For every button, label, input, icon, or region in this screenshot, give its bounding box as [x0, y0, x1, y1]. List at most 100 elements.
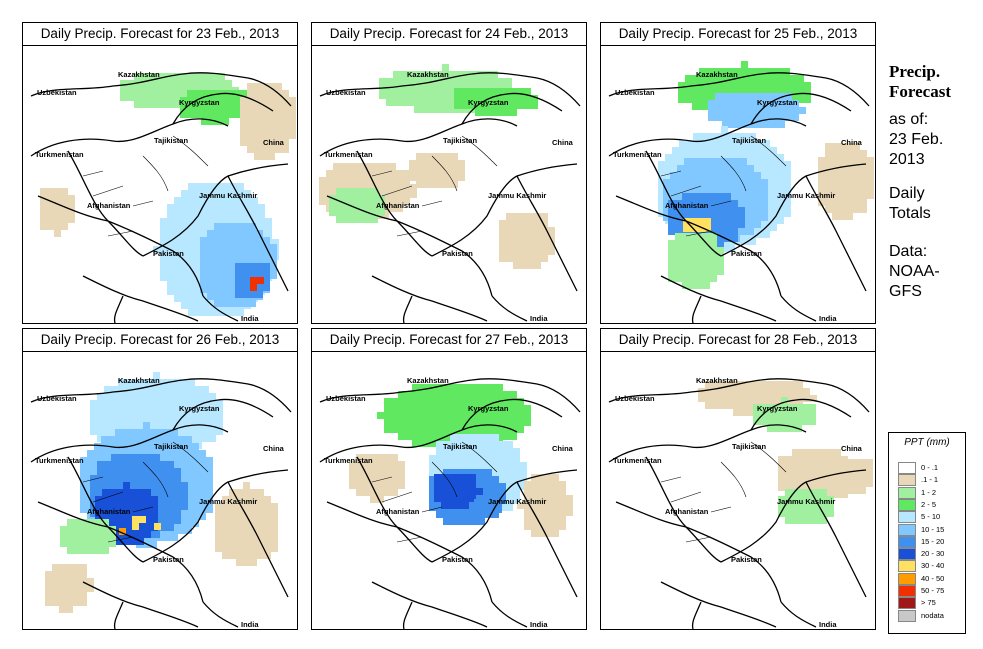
precip-cell [247, 146, 254, 153]
precip-cell [143, 443, 150, 450]
precip-cell [195, 407, 202, 414]
precip-cell [136, 429, 143, 436]
precip-cell [157, 457, 164, 464]
precip-cell [778, 456, 785, 463]
precip-cell [167, 225, 174, 232]
precip-cell [382, 212, 389, 219]
precip-cell [249, 291, 256, 298]
precip-cell [109, 489, 116, 496]
precip-cell [384, 461, 391, 468]
precip-cell [778, 114, 785, 121]
precip-cell [710, 200, 717, 207]
precip-cell [261, 83, 268, 90]
precip-cell [111, 454, 118, 461]
precip-cell [160, 407, 167, 414]
precip-cell [240, 97, 247, 104]
precip-cell [139, 421, 146, 428]
precip-cell [747, 214, 754, 221]
precip-cell [407, 99, 414, 106]
precip-cell [541, 220, 548, 227]
precip-cell [776, 68, 783, 75]
panel-title: Daily Precip. Forecast for 27 Feb., 2013 [311, 328, 587, 352]
precip-cell [474, 506, 481, 513]
precip-cell [153, 400, 160, 407]
precip-cell [658, 175, 665, 182]
precip-cell [782, 381, 789, 388]
precip-cell [206, 457, 213, 464]
precip-cell [405, 391, 412, 398]
precip-cell [496, 88, 503, 95]
precip-cell [792, 510, 799, 517]
precip-cell [319, 177, 326, 184]
precip-cell [517, 102, 524, 109]
precip-cell [393, 99, 400, 106]
precip-cell [223, 183, 230, 190]
precip-cell [770, 154, 777, 161]
precip-cell [187, 104, 194, 111]
precip-cell [403, 184, 410, 191]
precip-cell [423, 160, 430, 167]
precip-cell [160, 386, 167, 393]
precip-cell [122, 436, 129, 443]
precip-cell [185, 478, 192, 485]
precip-cell [820, 456, 827, 463]
precip-cell [447, 426, 454, 433]
precip-cell [215, 531, 222, 538]
precip-cell [244, 204, 251, 211]
precip-cell [658, 161, 665, 168]
precip-cell [468, 102, 475, 109]
precip-cell [433, 405, 440, 412]
precip-cell [207, 251, 214, 258]
precip-cell [761, 179, 768, 186]
precip-cell [95, 519, 102, 526]
precip-cell [244, 218, 251, 225]
precip-cell [825, 178, 832, 185]
precip-cell [740, 381, 747, 388]
precip-cell [485, 490, 492, 497]
precip-cell [832, 192, 839, 199]
precip-cell [66, 606, 73, 613]
precip-cell [207, 293, 214, 300]
precip-cell [778, 477, 785, 484]
precip-cell [783, 82, 790, 89]
precip-cell [249, 270, 256, 277]
legend-label: 30 - 40 [921, 561, 945, 571]
precip-cell [132, 393, 139, 400]
precip-cell [748, 82, 755, 89]
precip-cell [130, 510, 137, 517]
precip-cell [471, 462, 478, 469]
precip-cell [171, 436, 178, 443]
precip-cell [866, 480, 873, 487]
precip-cell [777, 168, 784, 175]
precip-cell [845, 480, 852, 487]
precip-cell [40, 209, 47, 216]
precip-cell [208, 111, 215, 118]
precip-cell [67, 533, 74, 540]
precip-cell [799, 470, 806, 477]
precip-cell [412, 419, 419, 426]
map-label-kyrgyzstan: Kyrgyzstan [757, 404, 798, 413]
precip-cell [185, 443, 192, 450]
precip-cell [171, 534, 178, 541]
precip-cell [134, 94, 141, 101]
precip-cell [492, 476, 499, 483]
precip-cell [429, 483, 436, 490]
precip-cell [174, 421, 181, 428]
precip-cell [443, 455, 450, 462]
precip-cell [761, 207, 768, 214]
precip-cell [384, 489, 391, 496]
precip-cell [853, 206, 860, 213]
precip-cell [195, 218, 202, 225]
precip-cell [482, 109, 489, 116]
precip-cell [187, 90, 194, 97]
precip-cell [740, 158, 747, 165]
precip-cell [221, 258, 228, 265]
precip-cell [713, 89, 720, 96]
precip-map-svg [30, 372, 292, 629]
precip-cell [228, 258, 235, 265]
precip-cell [715, 114, 722, 121]
precip-cell [710, 228, 717, 235]
precip-cell [229, 503, 236, 510]
precip-cell [754, 395, 761, 402]
precip-cell [464, 518, 471, 525]
